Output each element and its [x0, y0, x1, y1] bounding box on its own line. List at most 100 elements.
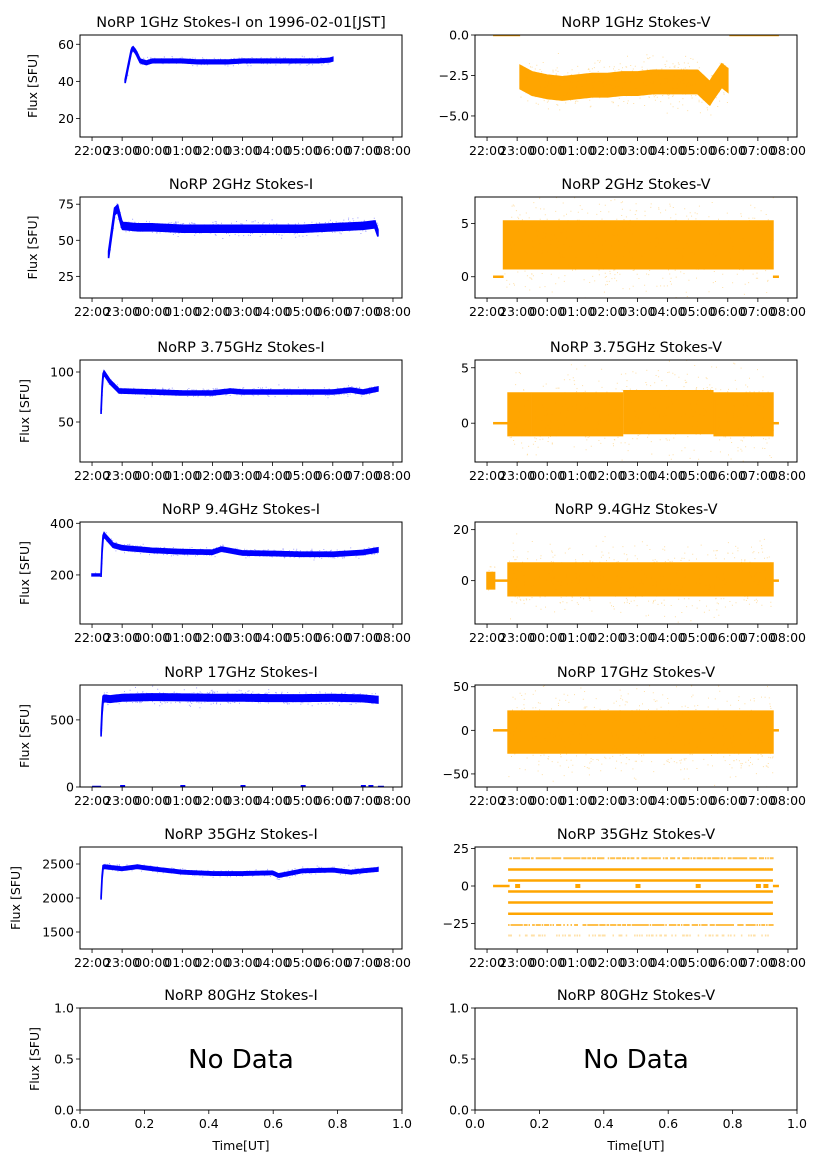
no-data-annotation: No Data: [188, 1045, 294, 1075]
panel-title: NoRP 2GHz Stokes-V: [561, 177, 710, 193]
y-axis-label: Flux [SFU]: [17, 379, 32, 443]
scatter-points: [101, 531, 379, 565]
x-tick-label: 05:00: [680, 793, 716, 808]
x-tick-label: 08:00: [770, 304, 806, 319]
series-Stokes-I: [100, 369, 379, 415]
x-tick-label: 00:00: [529, 630, 565, 645]
panel-title: NoRP 3.75GHz Stokes-I: [157, 340, 324, 356]
panel-3.75GHz-I: NoRP 3.75GHz Stokes-I Flux [SFU] 22:0023:0…: [17, 340, 411, 483]
x-tick-label: 00:00: [134, 143, 170, 158]
x-tick-label: 05:00: [285, 793, 321, 808]
y-tick-label: 1.0: [449, 1001, 469, 1016]
y-tick-label: 0: [66, 780, 74, 795]
x-tick-label: 01:00: [164, 468, 200, 483]
x-tick-label: 08:00: [375, 304, 411, 319]
x-tick-label: 03:00: [619, 143, 655, 158]
x-tick-label: 03:00: [224, 304, 260, 319]
x-tick-label: 03:00: [224, 630, 260, 645]
data-band: [507, 710, 774, 754]
x-tick-label: 22:00: [74, 143, 110, 158]
series-Stokes-V: [493, 197, 779, 298]
panel-2GHz-V: NoRP 2GHz Stokes-V 22:0023:0000:0001:0002…: [461, 177, 806, 319]
axes-frame: [474, 846, 798, 950]
x-tick-label: 23:00: [499, 143, 535, 158]
x-tick-label: 04:00: [650, 793, 686, 808]
panel-9.4GHz-V: NoRP 9.4GHz Stokes-V 22:0023:0000:0001:00…: [453, 502, 806, 645]
x-tick-label: 02:00: [194, 630, 230, 645]
x-tick-label: 0.4: [199, 1116, 219, 1131]
x-tick-label: 02:00: [589, 793, 625, 808]
zero-mark: [695, 884, 701, 888]
x-tick-label: 04:00: [255, 955, 291, 970]
y-tick-label: 1.0: [54, 1001, 74, 1016]
x-tick-label: 07:00: [740, 304, 776, 319]
y-tick-label: 0.5: [54, 1052, 74, 1067]
panel-title: NoRP 80GHz Stokes-V: [557, 988, 715, 1004]
x-tick-label: 06:00: [315, 468, 351, 483]
scatter-points: [508, 372, 531, 462]
axes-frame: [474, 359, 798, 463]
zero-mark: [575, 884, 581, 888]
x-tick-label: 22:00: [469, 793, 505, 808]
x-tick-label: 22:00: [469, 955, 505, 970]
x-tick-label: 0.6: [658, 1116, 678, 1131]
x-tick-label: 23:00: [499, 793, 535, 808]
x-tick-label: 22:00: [469, 143, 505, 158]
x-tick-label: 00:00: [529, 955, 565, 970]
y-tick-label: 0.0: [449, 28, 469, 43]
x-tick-label: 03:00: [224, 955, 260, 970]
y-tick-label: 0.5: [449, 1052, 469, 1067]
x-tick-label: 07:00: [345, 468, 381, 483]
x-tick-label: 01:00: [164, 143, 200, 158]
series-Stokes-I: [100, 863, 379, 900]
x-tick-label: 01:00: [559, 955, 595, 970]
panel-title: NoRP 35GHz Stokes-V: [557, 827, 715, 843]
y-tick-label: −2.5: [439, 68, 469, 83]
axes-frame: [474, 521, 798, 625]
scatter-points: [487, 566, 496, 591]
plot-area: [100, 369, 379, 415]
zero-mark: [368, 785, 374, 787]
no-data-annotation: No Data: [583, 1045, 689, 1075]
panel-title: NoRP 80GHz Stokes-I: [164, 988, 318, 1004]
data-band: [100, 693, 379, 737]
x-tick-label: 02:00: [194, 143, 230, 158]
x-tick-label: 06:00: [315, 793, 351, 808]
x-tick-label: 05:00: [680, 143, 716, 158]
x-tick-label: 07:00: [740, 793, 776, 808]
series-Stokes-I: [124, 45, 334, 84]
y-tick-label: 200: [50, 567, 74, 582]
x-tick-label: 0.4: [594, 1116, 614, 1131]
x-tick-label: 04:00: [255, 793, 291, 808]
x-tick-label: 05:00: [285, 955, 321, 970]
x-tick-label: 22:00: [469, 304, 505, 319]
scatter-points: [101, 371, 379, 411]
series-Stokes-I: [91, 531, 379, 578]
x-tick-label: 23:00: [104, 793, 140, 808]
x-tick-label: 23:00: [104, 630, 140, 645]
data-band: [100, 369, 379, 415]
x-tick-label: 07:00: [740, 468, 776, 483]
x-tick-label: 00:00: [529, 143, 565, 158]
x-tick-label: 07:00: [345, 143, 381, 158]
x-tick-label: 02:00: [589, 304, 625, 319]
x-tick-label: 01:00: [559, 143, 595, 158]
y-tick-label: 20: [58, 111, 74, 126]
x-tick-label: 01:00: [559, 468, 595, 483]
x-axis-label: Time[UT]: [211, 1138, 269, 1153]
plot-area: [493, 197, 779, 298]
panel-title: NoRP 9.4GHz Stokes-V: [555, 502, 718, 518]
scatter-points: [520, 53, 729, 116]
x-tick-label: 04:00: [255, 630, 291, 645]
x-tick-label: 08:00: [770, 143, 806, 158]
x-tick-label: 04:00: [650, 304, 686, 319]
x-tick-label: 05:00: [680, 468, 716, 483]
y-tick-label: 25: [453, 841, 469, 856]
x-tick-label: 04:00: [255, 468, 291, 483]
data-band: [623, 390, 714, 435]
y-tick-label: 60: [58, 37, 74, 52]
x-tick-label: 05:00: [680, 630, 716, 645]
x-tick-label: 04:00: [650, 630, 686, 645]
